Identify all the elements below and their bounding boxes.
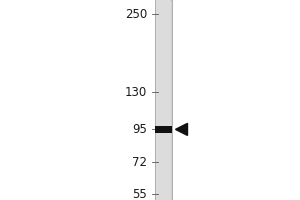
Text: 130: 130	[125, 86, 147, 99]
Text: 95: 95	[132, 123, 147, 136]
Bar	[154, 126, 172, 133]
Text: 72: 72	[132, 156, 147, 169]
Bar	[154, 0, 172, 200]
Bar	[156, 0, 171, 200]
Polygon shape	[176, 123, 188, 135]
Text: 55: 55	[132, 188, 147, 200]
Text: 250: 250	[125, 8, 147, 21]
